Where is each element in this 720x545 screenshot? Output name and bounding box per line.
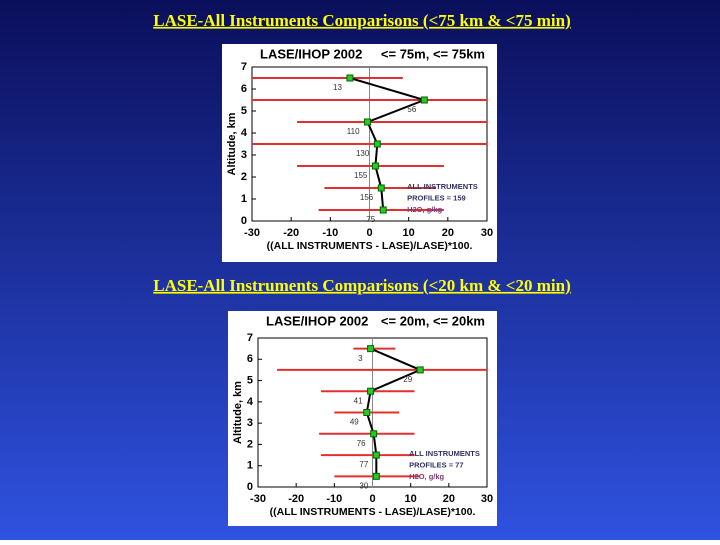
x-tick-label: -20 xyxy=(288,493,304,505)
x-tick-label: -10 xyxy=(326,493,342,505)
y-axis-label: Altitude, km xyxy=(232,381,244,444)
y-tick-label: 3 xyxy=(241,149,247,161)
legend-text: PROFILES = 77 xyxy=(409,460,463,469)
legend-text: H2O, g/kg xyxy=(409,472,444,481)
y-tick-label: 1 xyxy=(241,193,247,205)
chart-subtitle: <= 20m, <= 20km xyxy=(381,313,485,328)
y-tick-label: 7 xyxy=(241,61,247,73)
chart-title: LASE/IHOP 2002 xyxy=(260,46,362,61)
legend-text: PROFILES = 159 xyxy=(407,193,466,202)
x-tick-label: 30 xyxy=(481,227,493,239)
count-label: 30 xyxy=(359,481,368,490)
chart-subtitle: <= 75m, <= 75km xyxy=(381,46,485,61)
y-axis-label: Altitude, km xyxy=(226,112,238,175)
count-label: 155 xyxy=(354,171,368,180)
profile-point xyxy=(346,74,354,82)
slide-heading: LASE-All Instruments Comparisons (<20 km… xyxy=(153,276,571,295)
y-tick-label: 4 xyxy=(241,127,248,139)
legend-text: ALL INSTRUMENTS xyxy=(409,449,480,458)
y-tick-label: 2 xyxy=(241,171,247,183)
profile-point xyxy=(379,206,387,214)
count-label: 13 xyxy=(333,83,342,92)
count-label: 110 xyxy=(347,127,360,136)
y-tick-label: 6 xyxy=(247,353,253,365)
y-tick-label: 5 xyxy=(247,374,253,386)
profile-point xyxy=(363,409,371,416)
profile-point xyxy=(420,96,428,104)
x-tick-label: 30 xyxy=(481,493,493,505)
y-tick-label: 3 xyxy=(247,417,253,429)
profile-point xyxy=(372,472,380,480)
count-label: 49 xyxy=(350,418,359,427)
y-tick-label: 2 xyxy=(247,438,253,450)
y-tick-label: 0 xyxy=(247,481,253,493)
y-tick-label: 6 xyxy=(241,83,247,95)
count-label: 56 xyxy=(407,105,416,114)
y-tick-label: 0 xyxy=(241,215,247,227)
x-axis-label: ((ALL INSTRUMENTS - LASE)/LASE)*100. xyxy=(270,506,476,518)
x-axis-label: ((ALL INSTRUMENTS - LASE)/LASE)*100. xyxy=(267,240,473,252)
x-tick-label: -20 xyxy=(283,227,299,239)
profile-point xyxy=(364,118,372,126)
chart-title: LASE/IHOP 2002 xyxy=(266,313,368,328)
chart-panel xyxy=(228,311,497,526)
x-tick-label: 0 xyxy=(366,227,372,239)
count-label: 76 xyxy=(357,439,366,448)
count-label: 75 xyxy=(366,215,375,224)
profile-point xyxy=(367,387,375,395)
x-tick-label: 20 xyxy=(443,493,455,505)
x-tick-label: -10 xyxy=(322,227,338,239)
x-tick-label: 10 xyxy=(403,227,415,239)
y-tick-label: 4 xyxy=(247,396,254,408)
x-tick-label: 10 xyxy=(405,493,417,505)
count-label: 156 xyxy=(360,193,374,202)
legend-text: ALL INSTRUMENTS xyxy=(407,182,478,191)
slide-heading: LASE-All Instruments Comparisons (<75 km… xyxy=(153,11,571,30)
x-tick-label: -30 xyxy=(250,493,266,505)
y-tick-label: 7 xyxy=(247,332,253,344)
count-label: 130 xyxy=(356,149,370,158)
x-tick-label: 0 xyxy=(369,493,375,505)
count-label: 77 xyxy=(359,460,368,469)
profile-point xyxy=(367,345,375,353)
y-tick-label: 5 xyxy=(241,105,247,117)
profile-point xyxy=(370,430,378,438)
profile-point xyxy=(377,184,385,192)
count-label: 29 xyxy=(403,375,412,384)
count-label: 3 xyxy=(358,354,363,363)
x-tick-label: 20 xyxy=(442,227,454,239)
profile-point xyxy=(373,140,381,148)
profile-point xyxy=(416,366,424,374)
count-label: 41 xyxy=(354,396,363,405)
y-tick-label: 1 xyxy=(247,460,253,472)
x-tick-label: -30 xyxy=(244,227,260,239)
profile-point xyxy=(372,451,380,459)
profile-point xyxy=(371,162,379,170)
legend-text: H2O, g/kg xyxy=(407,205,442,214)
